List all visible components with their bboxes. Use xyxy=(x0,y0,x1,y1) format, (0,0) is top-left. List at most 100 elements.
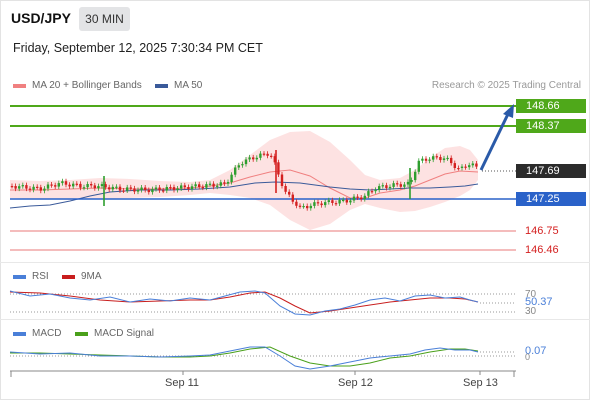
candle-body xyxy=(154,187,158,190)
candle-body xyxy=(313,202,316,206)
candle-body xyxy=(158,187,161,191)
candle-body xyxy=(309,205,312,209)
candle-body xyxy=(190,186,194,190)
macd-value-label: 0.07 xyxy=(525,345,547,357)
candle-body xyxy=(360,197,363,200)
candle-body xyxy=(93,185,96,189)
candle-body xyxy=(10,186,14,188)
research-credit: Research © 2025 Trading Central xyxy=(431,80,581,91)
candle-body xyxy=(237,165,240,168)
candle-body xyxy=(147,190,150,193)
candle-body xyxy=(471,163,474,166)
candle-body xyxy=(280,174,284,186)
candle-body xyxy=(25,185,28,189)
ma50-swatch-icon xyxy=(155,83,168,88)
candle-body xyxy=(90,184,93,186)
candle-body xyxy=(172,187,176,190)
candle-body xyxy=(82,187,86,189)
candle-body xyxy=(273,156,276,163)
candle-body xyxy=(435,156,438,158)
candle-body xyxy=(187,187,190,190)
chart-datetime: Friday, September 12, 2025 7:30:34 PM CE… xyxy=(13,41,263,55)
candle-body xyxy=(244,159,248,165)
candle-body xyxy=(194,184,197,187)
macd-signal-swatch-icon xyxy=(75,331,88,336)
candle-body xyxy=(266,153,269,156)
candle-body xyxy=(122,190,125,192)
candle-body xyxy=(129,187,132,189)
candle-body xyxy=(144,187,147,190)
candle-body xyxy=(356,196,359,198)
candle-body xyxy=(374,189,377,192)
candle-body xyxy=(388,186,392,189)
candle-body xyxy=(180,185,183,189)
candle-body xyxy=(133,188,136,192)
rsi-ma-line xyxy=(9,291,479,314)
candle-body xyxy=(118,186,122,191)
candle-body xyxy=(270,155,273,157)
rsi-level-70-label: 70 xyxy=(525,289,537,300)
candle-body xyxy=(352,196,356,201)
candle-body xyxy=(334,203,338,205)
candle-body xyxy=(136,190,140,192)
candle-body xyxy=(316,202,320,204)
candle-body xyxy=(75,183,78,185)
legend-ma50-label: MA 50 xyxy=(174,80,203,91)
macd-panel-divider xyxy=(0,319,590,320)
candle-body xyxy=(259,153,262,158)
candle-body xyxy=(468,165,471,168)
candle-body xyxy=(183,185,186,188)
candle-body xyxy=(302,206,305,208)
candlestick-series xyxy=(10,150,478,211)
target1-price-label: 148.37 xyxy=(516,119,586,133)
candle-body xyxy=(406,181,410,185)
candle-body xyxy=(255,157,258,160)
legend-macd-label: MACD xyxy=(32,328,62,339)
candle-body xyxy=(324,202,327,206)
candle-body xyxy=(460,166,464,168)
legend-ma20-label: MA 20 + Bollinger Bands xyxy=(32,80,142,91)
rsi-level-30-label: 30 xyxy=(525,306,537,317)
timeframe-badge[interactable]: 30 MIN xyxy=(79,7,130,31)
target2-price-label: 148.66 xyxy=(516,99,586,113)
candle-body xyxy=(216,185,219,187)
candle-body xyxy=(226,182,230,184)
legend-macd: MACD xyxy=(13,328,61,339)
candle-body xyxy=(342,199,345,201)
candle-body xyxy=(115,186,118,188)
rsi-ma-swatch-icon xyxy=(62,274,75,279)
candle-body xyxy=(345,199,348,203)
candle-body xyxy=(439,157,442,161)
candle-body xyxy=(212,183,215,187)
candle-body xyxy=(79,183,82,188)
candle-body xyxy=(399,184,402,187)
candle-body xyxy=(36,186,39,188)
candle-body xyxy=(241,164,244,166)
candle-body xyxy=(378,186,381,190)
forecast-arrow xyxy=(479,113,510,171)
candle-body xyxy=(68,184,71,187)
candle-body xyxy=(432,156,435,160)
candle-body xyxy=(284,186,287,192)
candle-body xyxy=(169,187,172,189)
candle-body xyxy=(39,187,42,191)
candle-body xyxy=(331,200,334,203)
candle-body xyxy=(64,181,68,185)
rsi-value-label: 50.37 xyxy=(525,296,553,308)
macd-zero-label: 0 xyxy=(525,352,531,362)
candle-body xyxy=(54,185,57,187)
candle-body xyxy=(442,158,446,160)
candle-body xyxy=(234,167,237,175)
candle-body xyxy=(363,195,366,200)
candle-body xyxy=(381,185,384,187)
candle-body xyxy=(288,191,291,195)
candle-body xyxy=(14,186,17,189)
candle-body xyxy=(320,203,323,206)
candle-body xyxy=(165,187,168,191)
last-price-label: 147.69 xyxy=(516,164,586,178)
candle-body xyxy=(97,186,100,189)
candle-body xyxy=(349,200,352,203)
candle-body xyxy=(475,163,478,167)
ma20-swatch-icon xyxy=(13,83,26,88)
